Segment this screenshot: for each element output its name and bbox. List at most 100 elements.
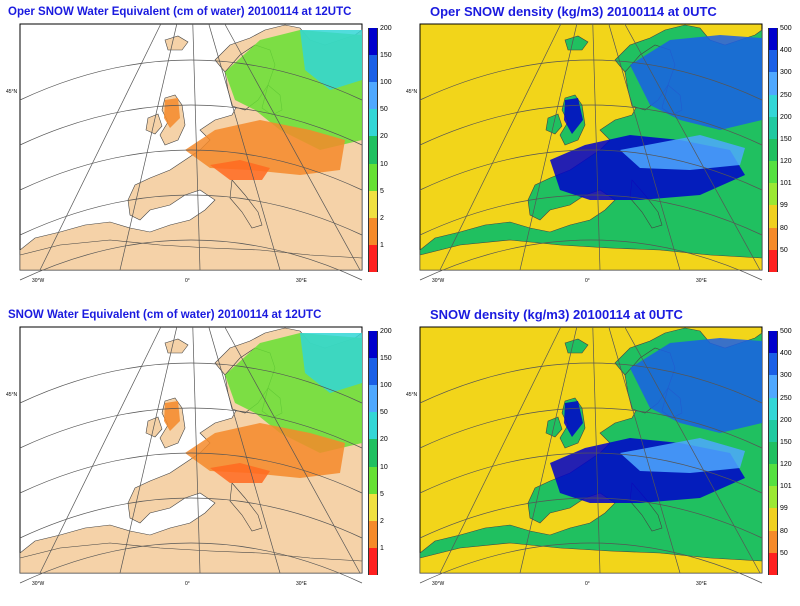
longitude-label: 30°W xyxy=(432,278,445,284)
colorbar-tick-label: 50 xyxy=(780,246,788,254)
colorbar-tick-label: 200 xyxy=(380,328,392,335)
colorbar-tick-label: 500 xyxy=(780,328,792,335)
longitude-label: 30°W xyxy=(432,581,445,587)
colorbar-segment xyxy=(768,353,778,376)
panel-title: SNOW density (kg/m3) 20100114 at 0UTC xyxy=(430,307,683,322)
colorbar-segment xyxy=(368,55,378,83)
snow-cover-alps xyxy=(210,463,270,483)
parallel-line xyxy=(419,149,763,191)
parallel-line xyxy=(419,542,763,584)
colorbar-segment xyxy=(368,217,378,245)
longitude-label: 0° xyxy=(585,278,590,284)
longitude-label: 30°E xyxy=(696,278,708,284)
colorbar-segment xyxy=(368,163,378,191)
colorbar-segment xyxy=(368,190,378,218)
snow-cover-northeast xyxy=(300,30,362,90)
colorbar-tick-label: 5 xyxy=(380,187,384,195)
meridian-line xyxy=(192,23,201,271)
colorbar-segment xyxy=(768,205,778,228)
colorbar-tick-label: 200 xyxy=(380,25,392,32)
colorbar-tick-label: 200 xyxy=(780,416,792,424)
colorbar-segment xyxy=(368,136,378,164)
parallel-line xyxy=(19,104,363,146)
colorbar-segment xyxy=(768,94,778,117)
colorbar-tick-label: 99 xyxy=(780,505,788,513)
meridian-line xyxy=(519,326,578,574)
colorbar-segment xyxy=(768,530,778,553)
map-panel-oper-density: Oper SNOW density (kg/m3) 20100114 at 0U… xyxy=(400,0,800,303)
density-mid-band xyxy=(620,135,745,170)
italy-landmass xyxy=(229,482,263,532)
longitude-label: 30°E xyxy=(296,278,308,284)
iceland-landmass xyxy=(564,338,589,354)
swe-map: 45°N 30°W 0° 30°E xyxy=(6,23,363,284)
colorbar-segment xyxy=(768,508,778,531)
parallel-line xyxy=(419,407,763,449)
meridian-line xyxy=(592,23,601,271)
meridian-line xyxy=(208,326,281,574)
colorbar-tick-label: 5 xyxy=(380,490,384,498)
colorbar-tick-label: 200 xyxy=(780,113,792,121)
map-panel-oper-swe: Oper SNOW Water Equivalent (cm of water)… xyxy=(0,0,400,303)
iceland-landmass xyxy=(164,35,189,51)
panel-title: Oper SNOW Water Equivalent (cm of water)… xyxy=(8,6,352,18)
parallel-line xyxy=(19,542,363,584)
colorbar-segment xyxy=(768,116,778,139)
density-mid-band xyxy=(620,438,745,473)
density-uk xyxy=(564,98,583,134)
colorbar-tick-label: 100 xyxy=(380,382,392,390)
colorbar-tick-label: 10 xyxy=(380,160,388,168)
meridian-line xyxy=(592,326,601,574)
swe-map: 45°N 30°W 0° 30°E xyxy=(6,326,363,587)
meridian-line xyxy=(439,23,562,271)
colorbar-segment xyxy=(368,331,378,359)
iceland-landmass xyxy=(164,338,189,354)
colorbar-segment xyxy=(368,109,378,137)
meridian-line xyxy=(624,23,761,271)
meridian-line xyxy=(224,326,361,574)
colorbar-segment xyxy=(768,331,778,354)
map-panel-density: SNOW density (kg/m3) 20100114 at 0UTC 45… xyxy=(400,303,800,606)
parallel-line xyxy=(419,104,763,146)
iceland-landmass xyxy=(564,35,589,51)
africa-landmass xyxy=(419,239,763,271)
parallel-line xyxy=(419,497,763,539)
parallel-line xyxy=(419,239,763,281)
swe-colorbar: 200 150 100 50 20 10 5 2 1 xyxy=(368,25,392,272)
graticule xyxy=(19,23,363,281)
density-colorbar: 500 400 300 250 200 150 120 101 99 80 50 xyxy=(768,328,792,575)
colorbar-tick-label: 80 xyxy=(780,224,788,232)
colorbar-segment xyxy=(368,82,378,110)
parallel-line xyxy=(419,452,763,494)
panel-title: Oper SNOW density (kg/m3) 20100114 at 0U… xyxy=(430,4,717,19)
colorbar-segment xyxy=(768,28,778,51)
colorbar-segment xyxy=(768,464,778,487)
colorbar-segment xyxy=(768,50,778,73)
graticule xyxy=(419,23,763,281)
colorbar-segment xyxy=(368,358,378,386)
colorbar-segment xyxy=(368,244,378,272)
snow-cover-central xyxy=(185,120,345,175)
colorbar-segment xyxy=(368,412,378,440)
colorbar-segment xyxy=(768,183,778,206)
colorbar-tick-label: 150 xyxy=(780,135,792,143)
snow-cover-central xyxy=(185,423,345,478)
parallel-line xyxy=(19,194,363,236)
meridian-line xyxy=(119,23,178,271)
swe-colorbar: 200 150 100 50 20 10 5 2 1 xyxy=(368,328,392,575)
colorbar-tick-label: 400 xyxy=(780,47,792,55)
colorbar-tick-label: 10 xyxy=(380,463,388,471)
parallel-line xyxy=(19,59,363,101)
longitude-label: 30°E xyxy=(296,581,308,587)
meridian-line xyxy=(608,23,681,271)
meridian-line xyxy=(519,23,578,271)
colorbar-tick-label: 2 xyxy=(380,214,384,222)
colorbar-tick-label: 120 xyxy=(780,158,792,166)
panel-title: SNOW Water Equivalent (cm of water) 2010… xyxy=(8,309,322,321)
africa-landmass xyxy=(419,542,763,574)
meridian-line xyxy=(119,326,178,574)
longitude-label: 0° xyxy=(185,581,190,587)
africa-landmass xyxy=(19,239,363,271)
colorbar-segment xyxy=(768,397,778,420)
snow-cover-northeast xyxy=(300,333,362,393)
